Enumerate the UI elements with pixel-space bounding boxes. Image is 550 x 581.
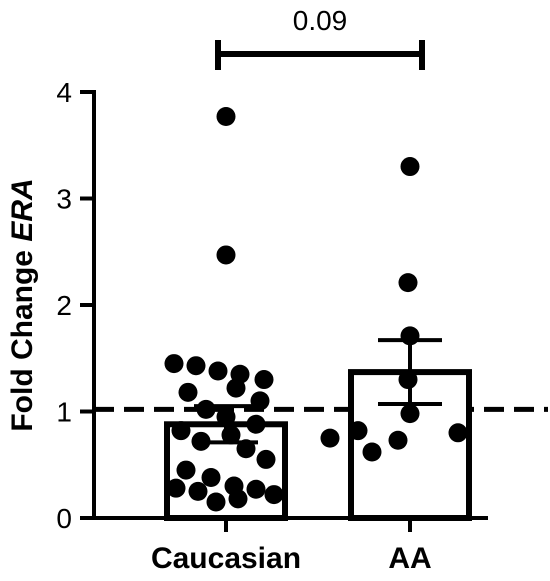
data-point-caucasian-24: [264, 485, 284, 505]
points-layer: [164, 106, 468, 512]
data-point-aa-2: [400, 326, 420, 346]
data-point-caucasian-17: [256, 449, 276, 469]
significance-layer: 0.09: [215, 5, 425, 70]
data-point-caucasian-25: [228, 489, 248, 509]
data-point-caucasian-3: [186, 356, 206, 376]
data-point-caucasian-15: [191, 431, 211, 451]
data-point-caucasian-7: [226, 378, 246, 398]
data-point-caucasian-0: [216, 106, 236, 126]
data-point-caucasian-13: [171, 421, 191, 441]
data-point-caucasian-19: [201, 468, 221, 488]
data-point-caucasian-2: [164, 354, 184, 374]
data-point-caucasian-12: [246, 414, 266, 434]
y-tick-label-4: 4: [56, 77, 72, 108]
data-point-aa-8: [388, 430, 408, 450]
data-point-caucasian-21: [166, 478, 186, 498]
data-point-caucasian-6: [254, 370, 274, 390]
x-tick-label-aa: AA: [388, 542, 431, 575]
data-point-aa-9: [362, 442, 382, 462]
y-tick-label-3: 3: [56, 184, 72, 215]
data-point-caucasian-10: [196, 399, 216, 419]
data-point-caucasian-11: [216, 407, 236, 427]
data-point-caucasian-26: [206, 492, 226, 512]
data-point-aa-3: [398, 370, 418, 390]
y-tick-label-2: 2: [56, 290, 72, 321]
data-point-aa-6: [448, 423, 468, 443]
significance-label: 0.09: [293, 5, 348, 36]
x-axis: Caucasian AA: [94, 516, 488, 575]
y-axis-title-gene: ERA: [6, 178, 39, 241]
y-axis: 0 1 2 3 4: [56, 77, 96, 534]
data-point-caucasian-1: [216, 245, 236, 265]
x-tick-label-caucasian: Caucasian: [151, 542, 301, 575]
data-point-aa-4: [400, 404, 420, 424]
data-point-caucasian-16: [236, 439, 256, 459]
data-point-caucasian-9: [250, 391, 270, 411]
data-point-caucasian-8: [178, 382, 198, 402]
data-point-caucasian-18: [176, 460, 196, 480]
data-point-caucasian-4: [208, 361, 228, 381]
data-point-aa-5: [348, 421, 368, 441]
y-tick-label-0: 0: [56, 503, 72, 534]
y-axis-title-prefix: Fold Change: [6, 242, 39, 432]
data-point-aa-1: [398, 273, 418, 293]
data-point-caucasian-14: [221, 425, 241, 445]
y-tick-label-1: 1: [56, 397, 72, 428]
data-point-aa-7: [320, 428, 340, 448]
data-point-caucasian-23: [188, 481, 208, 501]
data-point-caucasian-22: [246, 479, 266, 499]
data-point-aa-0: [400, 157, 420, 177]
y-axis-title: Fold Change ERA: [6, 178, 39, 431]
